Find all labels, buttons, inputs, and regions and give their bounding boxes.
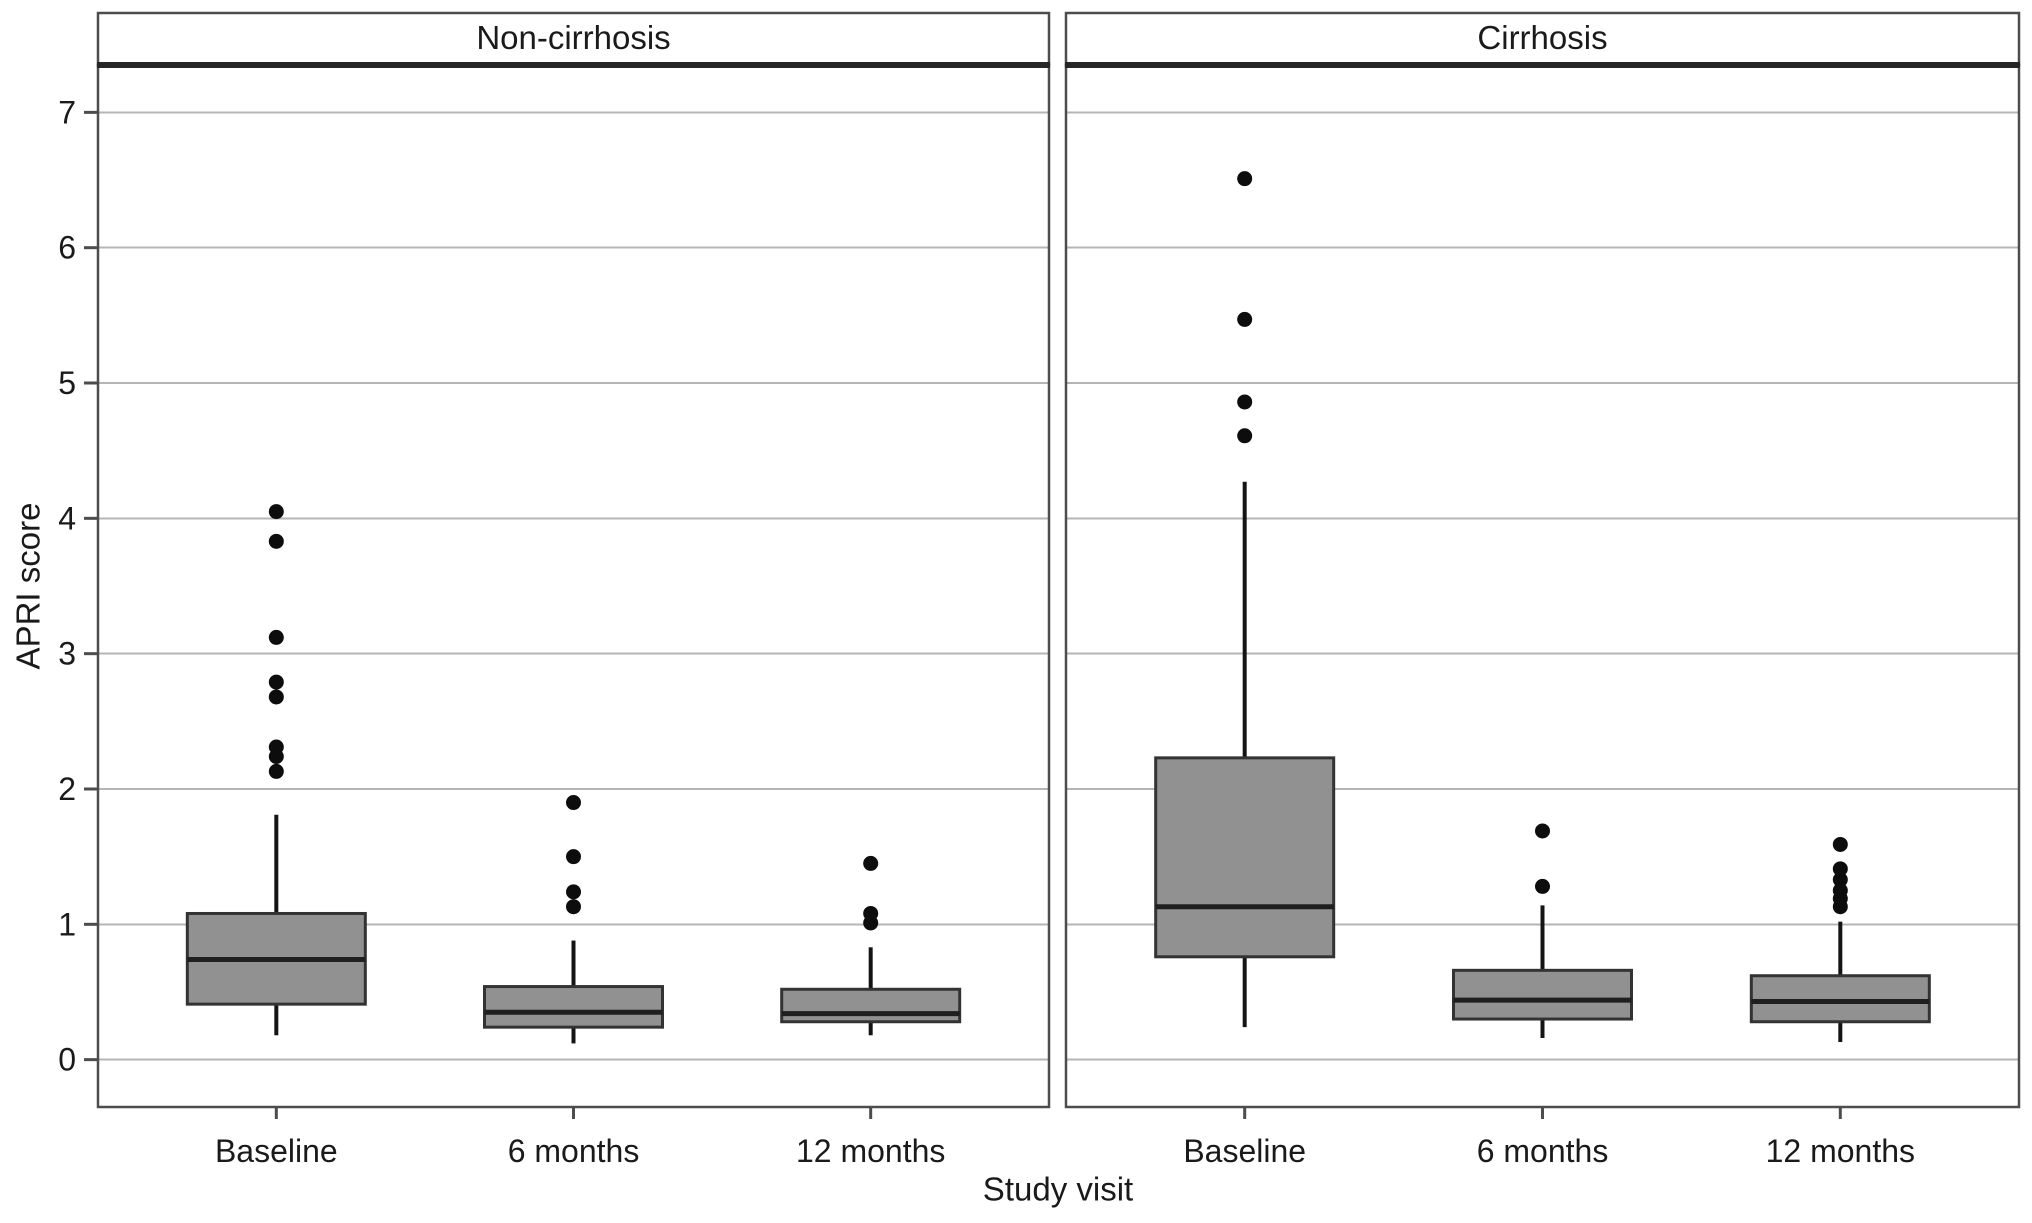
outlier-point-cirrhosis-baseline [1237, 311, 1253, 327]
y-tick-label-2: 2 [58, 771, 76, 807]
outlier-point-non-cirrhosis-6-months [566, 795, 581, 811]
outlier-point-non-cirrhosis-baseline [268, 739, 284, 755]
outlier-point-non-cirrhosis-baseline [268, 533, 284, 549]
outlier-point-non-cirrhosis-6-months [566, 899, 581, 915]
y-tick-label-5: 5 [58, 365, 76, 401]
outlier-point-non-cirrhosis-6-months [566, 849, 581, 865]
facet-strip-non-cirrhosis [96, 11, 1051, 67]
x-tick-label-non-cirrhosis-12-months: 12 months [796, 1133, 945, 1169]
outlier-point-cirrhosis-baseline [1237, 394, 1253, 410]
outlier-point-cirrhosis-baseline [1237, 171, 1253, 187]
y-tick-label-3: 3 [58, 636, 76, 672]
outlier-point-cirrhosis-baseline [1237, 428, 1253, 444]
outlier-point-cirrhosis-12-months [1832, 882, 1848, 898]
y-tick-label-6: 6 [58, 230, 76, 266]
outlier-point-non-cirrhosis-baseline [268, 674, 284, 690]
box-non-cirrhosis-6-months [483, 985, 664, 1029]
outlier-point-cirrhosis-6-months [1535, 878, 1550, 894]
outlier-point-non-cirrhosis-6-months [566, 884, 581, 900]
x-tick-label-non-cirrhosis-baseline: Baseline [215, 1133, 338, 1169]
outlier-point-non-cirrhosis-baseline [268, 689, 284, 705]
outlier-point-cirrhosis-6-months [1535, 823, 1550, 839]
outlier-point-cirrhosis-12-months [1832, 872, 1848, 888]
outlier-point-non-cirrhosis-12-months [863, 905, 879, 921]
y-tick-label-7: 7 [58, 94, 76, 130]
y-tick-label-1: 1 [58, 906, 76, 942]
x-tick-label-cirrhosis-12-months: 12 months [1766, 1133, 1915, 1169]
strip-underline-non-cirrhosis [97, 62, 1050, 68]
outlier-point-non-cirrhosis-baseline [268, 504, 284, 520]
box-cirrhosis-12-months [1749, 974, 1931, 1024]
box-non-cirrhosis-12-months [780, 987, 962, 1024]
x-tick-label-cirrhosis-baseline: Baseline [1183, 1133, 1306, 1169]
strip-underline-cirrhosis [1065, 62, 2020, 68]
x-tick-label-non-cirrhosis-6-months: 6 months [508, 1133, 640, 1169]
y-tick-label-0: 0 [58, 1042, 76, 1078]
outlier-point-cirrhosis-12-months [1832, 836, 1848, 852]
outlier-point-non-cirrhosis-12-months [863, 855, 879, 871]
outlier-point-non-cirrhosis-baseline [268, 763, 284, 779]
x-tick-label-cirrhosis-6-months: 6 months [1477, 1133, 1609, 1169]
facet-strip-cirrhosis [1064, 11, 2021, 67]
outlier-point-non-cirrhosis-baseline [268, 629, 284, 645]
y-tick-label-4: 4 [58, 500, 76, 536]
outlier-point-cirrhosis-12-months [1832, 861, 1848, 877]
box-cirrhosis-baseline [1154, 756, 1336, 959]
box-cirrhosis-6-months [1452, 968, 1633, 1021]
